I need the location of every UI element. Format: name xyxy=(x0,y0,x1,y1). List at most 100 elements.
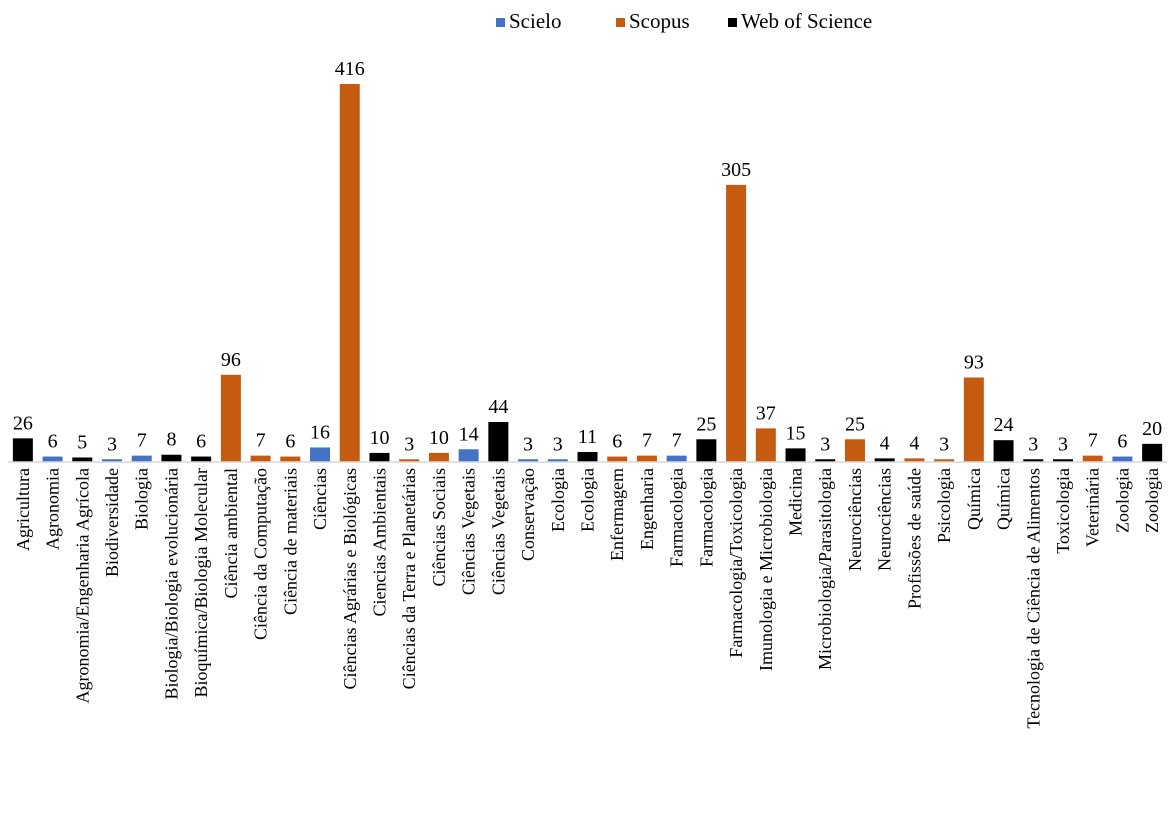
value-label-17: 3 xyxy=(523,433,533,455)
category-label-22: Farmacologia xyxy=(667,468,687,567)
category-label-11: Ciências Agrárias e Biológicas xyxy=(340,468,360,689)
legend-label-1: Scopus xyxy=(629,9,690,33)
bar-28 xyxy=(844,439,865,462)
category-label-4: Biologia xyxy=(132,468,152,530)
category-label-15: Ciências Vegetais xyxy=(459,468,479,595)
bar-30 xyxy=(904,458,925,462)
bar-7 xyxy=(220,374,241,462)
bar-0 xyxy=(12,438,33,463)
category-label-12: Ciencias Ambientais xyxy=(369,468,389,616)
value-label-22: 7 xyxy=(672,430,682,452)
bar-38 xyxy=(1142,443,1163,462)
category-label-28: Neurociências xyxy=(845,468,865,571)
bar-22 xyxy=(666,455,687,462)
value-label-37: 6 xyxy=(1117,431,1127,453)
bar-37 xyxy=(1112,456,1133,462)
category-label-13: Ciências da Terra e Planetárias xyxy=(399,468,419,689)
value-label-20: 6 xyxy=(612,431,622,453)
bar-10 xyxy=(310,447,331,462)
legend-swatch-2 xyxy=(728,18,737,27)
category-label-29: Neurociências xyxy=(875,468,895,571)
value-label-16: 44 xyxy=(488,396,508,418)
value-label-24: 305 xyxy=(721,159,751,181)
category-label-34: Tecnologia de Ciência de Alimentos xyxy=(1023,468,1043,729)
bar-5 xyxy=(161,454,182,462)
bar-32 xyxy=(963,377,984,462)
bar-25 xyxy=(755,428,776,462)
value-label-35: 3 xyxy=(1058,433,1068,455)
category-label-37: Zoologia xyxy=(1112,468,1132,533)
category-label-8: Ciência da Computação xyxy=(251,468,271,640)
bar-19 xyxy=(577,452,598,462)
category-label-32: Química xyxy=(964,468,984,530)
category-label-3: Biodiversidade xyxy=(102,468,122,577)
bar-9 xyxy=(280,456,301,462)
legend-swatch-0 xyxy=(496,18,505,27)
value-label-10: 16 xyxy=(310,421,330,443)
value-label-9: 6 xyxy=(285,431,295,453)
legend-swatch-1 xyxy=(616,18,625,27)
value-label-3: 3 xyxy=(107,433,117,455)
legend-label-0: Scielo xyxy=(509,9,562,33)
bar-26 xyxy=(785,448,806,462)
category-label-16: Ciências Vegetais xyxy=(488,468,508,595)
bar-36 xyxy=(1082,455,1103,462)
bar-24 xyxy=(726,184,747,463)
bars xyxy=(12,84,1163,463)
category-label-33: Química xyxy=(994,468,1014,530)
category-label-5: Biologia/Biologia evolucionária xyxy=(161,468,181,699)
value-label-5: 8 xyxy=(166,429,176,451)
category-label-7: Ciência ambiental xyxy=(221,468,241,598)
value-label-30: 4 xyxy=(909,432,919,454)
bar-15 xyxy=(458,449,479,462)
value-label-26: 15 xyxy=(786,422,806,444)
value-label-15: 14 xyxy=(459,423,479,445)
value-label-33: 24 xyxy=(994,414,1014,436)
value-label-29: 4 xyxy=(880,432,890,454)
value-label-0: 26 xyxy=(13,412,33,434)
bar-13 xyxy=(399,459,420,462)
value-label-1: 6 xyxy=(48,431,58,453)
value-label-12: 10 xyxy=(369,427,389,449)
bar-4 xyxy=(131,455,152,462)
category-label-17: Conservação xyxy=(518,468,538,561)
value-label-6: 6 xyxy=(196,431,206,453)
value-label-28: 25 xyxy=(845,413,865,435)
value-label-8: 7 xyxy=(256,430,266,452)
bar-6 xyxy=(191,456,212,462)
category-label-20: Enfermagem xyxy=(607,468,627,561)
bar-11 xyxy=(339,84,360,462)
bar-23 xyxy=(696,439,717,462)
bar-29 xyxy=(874,458,895,462)
bar-27 xyxy=(815,459,836,462)
category-label-23: Farmacologia xyxy=(696,468,716,567)
value-label-25: 37 xyxy=(756,402,776,424)
bar-18 xyxy=(547,459,568,462)
value-label-27: 3 xyxy=(820,433,830,455)
legend: Scielo Scopus Web of Science xyxy=(496,9,872,33)
bar-20 xyxy=(607,456,628,462)
category-label-9: Ciência de materiais xyxy=(280,468,300,615)
bar-14 xyxy=(428,452,449,462)
category-label-10: Ciências xyxy=(310,468,330,530)
value-label-11: 416 xyxy=(335,58,365,80)
value-label-36: 7 xyxy=(1088,430,1098,452)
value-label-34: 3 xyxy=(1028,433,1038,455)
category-label-30: Profissões de saúde xyxy=(904,468,924,609)
value-label-32: 93 xyxy=(964,352,984,374)
bar-21 xyxy=(636,455,657,462)
category-label-36: Veterinária xyxy=(1083,468,1103,547)
bar-34 xyxy=(1023,459,1044,462)
bar-35 xyxy=(1052,459,1073,462)
category-label-25: Imunologia e Microbiologia xyxy=(756,468,776,671)
value-label-2: 5 xyxy=(77,431,87,453)
bar-16 xyxy=(488,422,509,462)
category-label-21: Engenharia xyxy=(637,468,657,550)
bar-3 xyxy=(102,459,123,462)
value-label-7: 96 xyxy=(221,349,241,371)
legend-label-2: Web of Science xyxy=(741,9,872,33)
category-label-19: Ecologia xyxy=(578,468,598,532)
